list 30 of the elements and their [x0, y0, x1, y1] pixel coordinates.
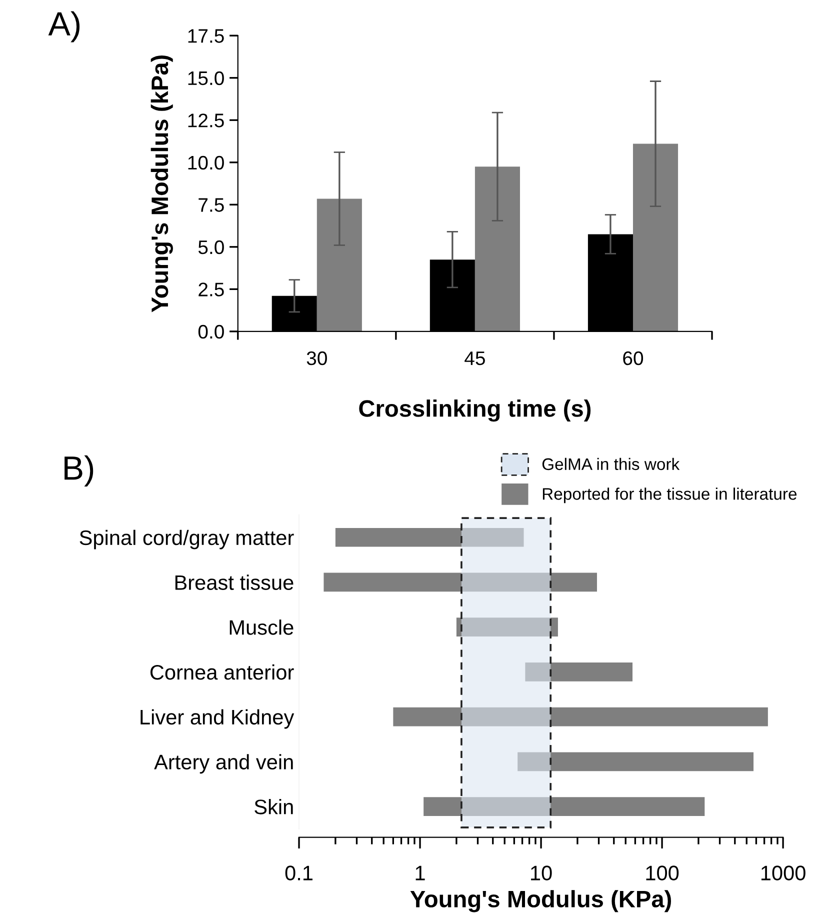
x-tick-label: 10	[531, 866, 552, 880]
y-tick-label: Cornea anterior	[150, 664, 294, 680]
x-axis-title: Young's Modulus (KPa)	[410, 890, 671, 912]
legend-label: Reported for the tissue in literature	[542, 488, 797, 504]
x-tick-label: 100	[646, 866, 679, 880]
y-tick-label: 0.0	[198, 324, 224, 339]
y-tick-label: Liver and Kidney	[140, 709, 294, 729]
x-tick-label: 60	[623, 351, 644, 366]
y-tick-label: 5.0	[198, 240, 224, 254]
y-tick-label: Skin	[254, 799, 293, 814]
y-tick-label: Breast tissue	[175, 574, 294, 590]
y-tick-label: Muscle	[230, 620, 294, 635]
y-tick-label: Artery and vein	[154, 754, 293, 774]
chart-title: B)	[64, 455, 94, 486]
y-tick-label: 7.5	[198, 198, 224, 212]
y-tick-label: 17.5	[188, 29, 224, 43]
y-tick-label: 15.0	[188, 71, 224, 86]
y-tick-label: Spinal cord/gray matter	[80, 530, 294, 550]
x-tick-label: 45	[464, 352, 485, 366]
y-axis-title: Young's Modulus (kPa)	[150, 56, 173, 312]
chart-title: A)	[48, 11, 80, 42]
y-tick-label: 10.0	[188, 156, 224, 170]
x-tick-label: 1000	[761, 866, 806, 880]
x-tick-label: 0.1	[285, 866, 312, 880]
y-tick-label: 12.5	[188, 114, 224, 128]
legend-label: GelMA in this work	[542, 458, 680, 470]
x-tick-label: 30	[306, 351, 327, 366]
x-tick-label: 1	[416, 866, 425, 880]
y-tick-label: 2.5	[198, 282, 224, 296]
x-axis-title: Crosslinking time (s)	[359, 400, 591, 422]
